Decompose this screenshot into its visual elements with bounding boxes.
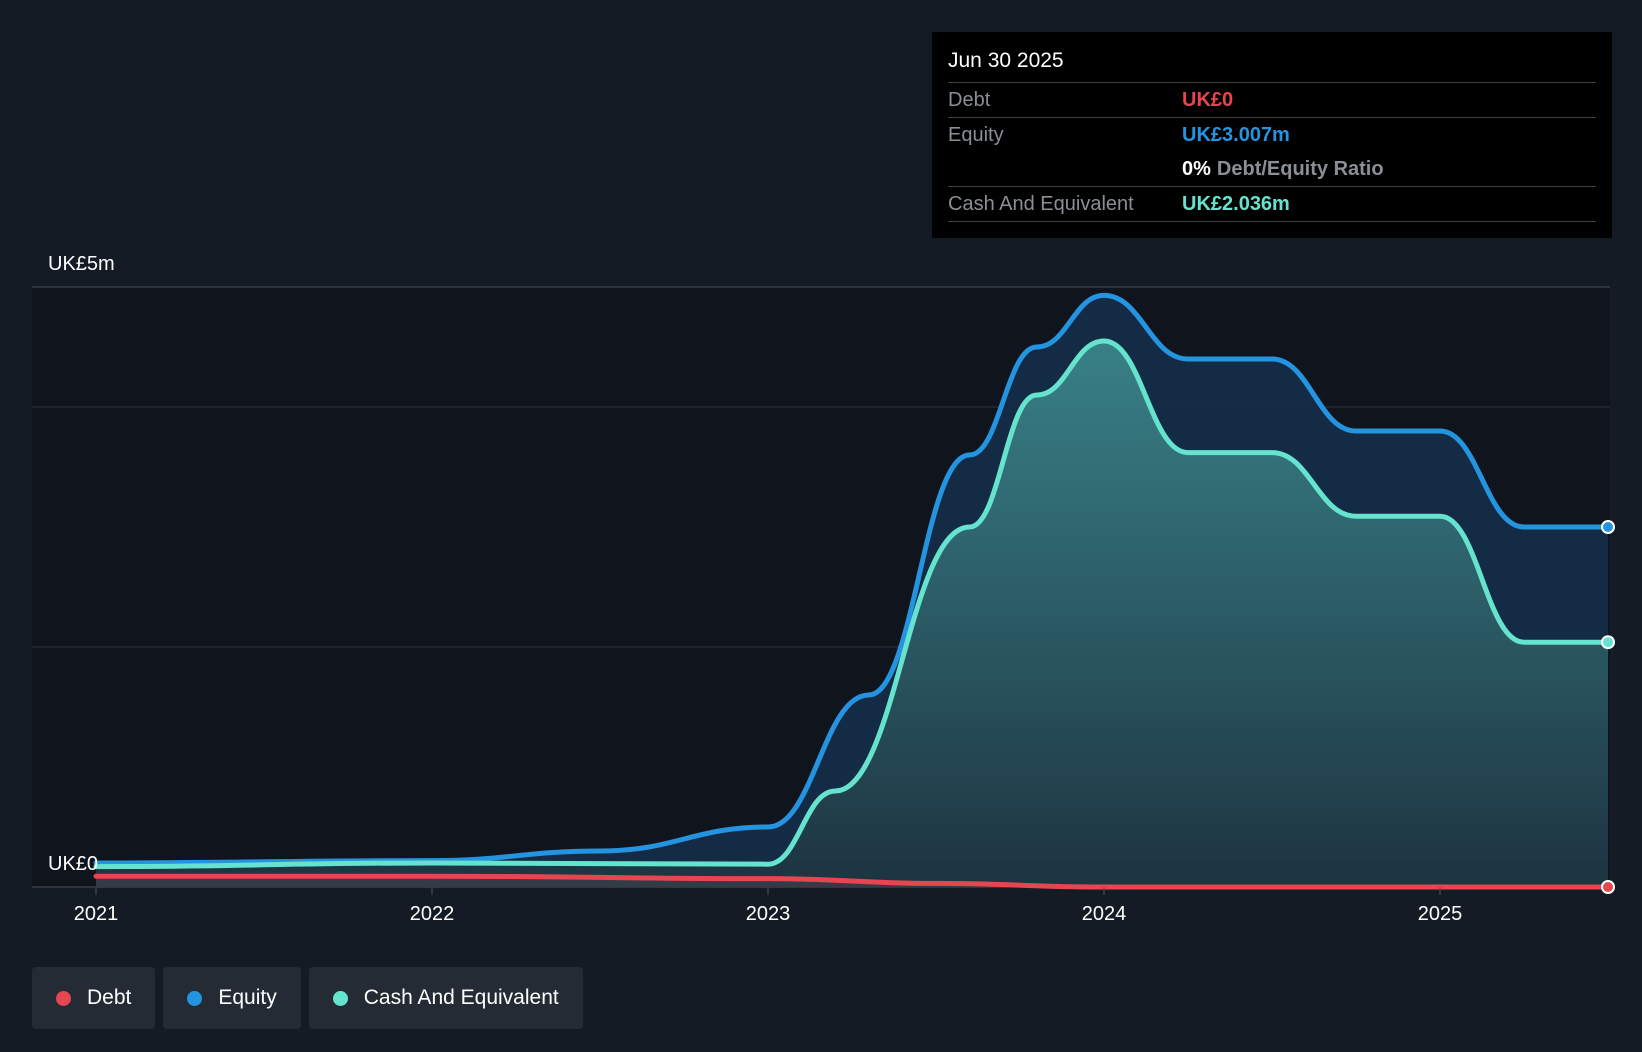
legend-dot-debt (56, 990, 71, 1006)
x-axis: 2021 2022 2023 2024 2025 (74, 887, 1463, 925)
tooltip-row-ratio: 0% Debt/Equity Ratio (948, 152, 1596, 187)
debt-line (93, 873, 1611, 890)
x-tick-label: 2025 (1418, 903, 1463, 925)
tooltip-equity-value: UK£3.007m (1182, 123, 1290, 146)
tooltip-row-cash: Cash And Equivalent UK£2.036m (948, 187, 1596, 222)
x-tick-label: 2024 (1082, 903, 1127, 925)
legend-item-equity[interactable]: Equity (163, 967, 301, 1029)
tooltip-ratio-label: Debt/Equity Ratio (1216, 157, 1384, 180)
x-tick-label: 2021 (74, 903, 119, 925)
legend-label-cash: Cash And Equivalent (363, 986, 559, 1009)
equity-line (93, 292, 1611, 866)
chart-area: 2021 2022 2023 2024 2025 UK£5m UK£0 (32, 253, 1615, 925)
tooltip-row-debt: Debt UK£0 (948, 83, 1596, 118)
tooltip-debt-value: UK£0 (1182, 88, 1234, 111)
tooltip-equity-label: Equity (948, 123, 1004, 146)
tooltip-date: Jun 30 2025 (948, 46, 1596, 83)
tooltip-panel: Jun 30 2025 Debt UK£0 Equity UK£3.007m 0… (932, 32, 1612, 238)
series-endpoints (1601, 520, 1615, 894)
y-axis-top-label: UK£5m (48, 253, 115, 275)
x-tick-label: 2022 (410, 903, 455, 925)
debt-endpoint (1601, 880, 1615, 894)
tooltip-cash-label: Cash And Equivalent (948, 192, 1134, 215)
x-tick-label: 2023 (746, 903, 791, 925)
y-axis-bottom-label: UK£0 (48, 853, 98, 875)
cash-endpoint (1601, 635, 1615, 650)
legend-dot-cash (332, 990, 348, 1006)
legend-item-debt[interactable]: Debt (32, 967, 156, 1029)
legend-item-cash[interactable]: Cash And Equivalent (308, 967, 583, 1029)
tooltip-ratio-value: 0% (1182, 157, 1211, 180)
legend-label-equity: Equity (218, 986, 277, 1009)
legend-label-debt: Debt (87, 986, 132, 1009)
cash-line (93, 338, 1611, 870)
tooltip-debt-label: Debt (948, 88, 991, 111)
legend-dot-equity (187, 990, 203, 1006)
tooltip-cash-value: UK£2.036m (1182, 192, 1290, 215)
equity-endpoint (1601, 520, 1615, 534)
cash-area (96, 341, 1608, 887)
legend: Debt Equity Cash And Equivalent (32, 967, 583, 1029)
series-lines (93, 292, 1611, 890)
tooltip-row-equity: Equity UK£3.007m (948, 118, 1596, 152)
